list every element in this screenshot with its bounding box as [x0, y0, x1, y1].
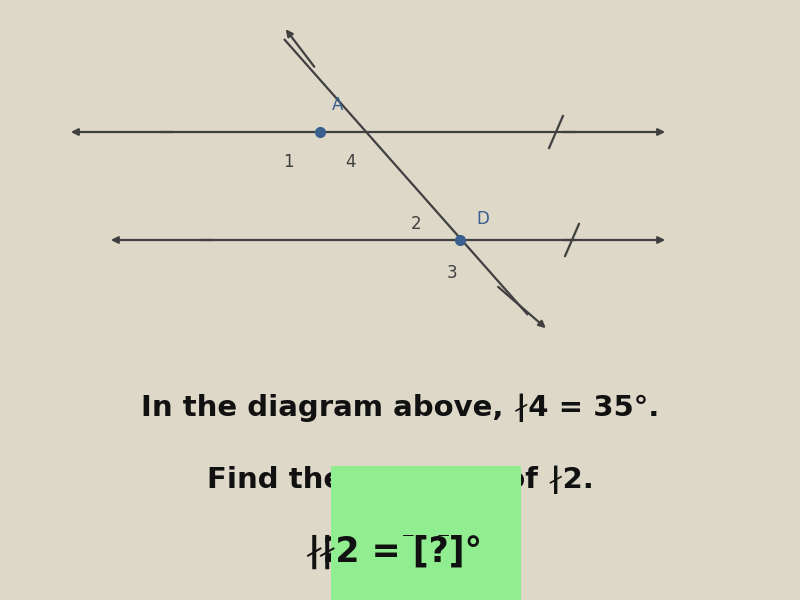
Text: 2: 2 — [410, 215, 422, 233]
Text: Find the measure of ∤2.: Find the measure of ∤2. — [206, 466, 594, 494]
FancyBboxPatch shape — [400, 536, 462, 568]
Text: In the diagram above, ∤4 = 35°.: In the diagram above, ∤4 = 35°. — [141, 394, 659, 422]
Text: A: A — [332, 96, 343, 114]
Text: 1: 1 — [282, 153, 294, 171]
Text: ∤2 = [?]°: ∤2 = [?]° — [318, 535, 482, 569]
Text: D: D — [476, 210, 489, 228]
Text: [?]: [?] — [400, 535, 452, 569]
Text: 4: 4 — [345, 153, 356, 171]
Text: ∤2 = [?]°: ∤2 = [?]° — [318, 535, 482, 569]
Text: 3: 3 — [446, 264, 458, 282]
Text: ∤2 =: ∤2 = — [306, 535, 400, 569]
